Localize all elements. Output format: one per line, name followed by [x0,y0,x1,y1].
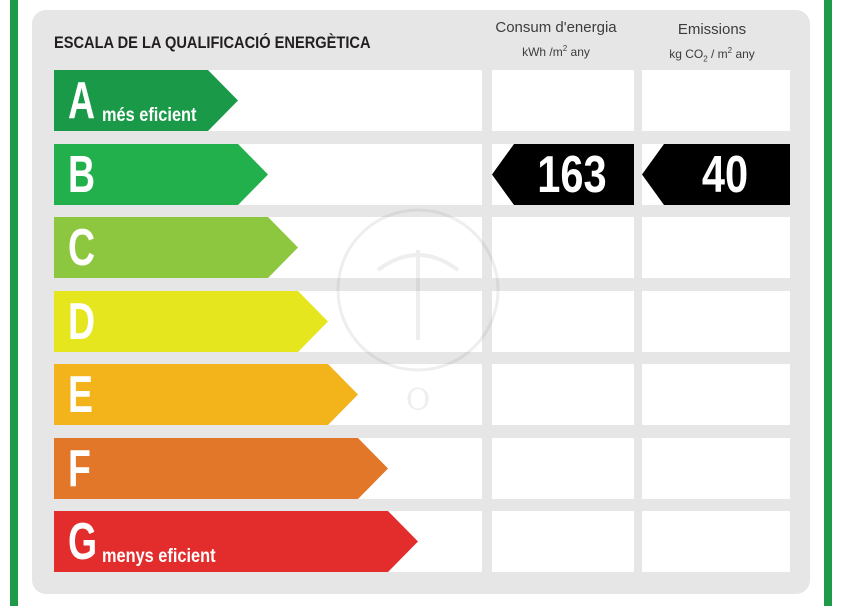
efficiency-caption: menys eficient [102,546,216,567]
emissions-value-cell [642,437,790,499]
energy-value-cell [492,290,634,352]
energy-column-unit: kWh /m2 any [522,44,590,59]
emissions-column-unit: kg CO2 / m2 any [669,46,755,64]
emissions-value-cell: 40 [642,143,790,205]
emissions-value-cell [642,364,790,425]
rating-letter: F [68,439,91,498]
rating-row-f: F [54,437,790,499]
rating-arrow-c: C [54,217,298,278]
rating-letter: G [68,513,98,571]
energy-value-cell [492,437,634,499]
rating-letter: B [68,145,96,204]
emissions-column-header: Emissions kg CO2 / m2 any [642,21,782,67]
rating-row-b: 163 40 B [54,143,790,205]
rating-arrow-e: E [54,364,358,425]
emissions-rating-marker: 40 [701,145,749,204]
emissions-value-cell [642,217,790,278]
rating-arrow-f: F [54,437,388,499]
emissions-rating-marker-shape [642,143,790,205]
scale-title: ESCALA DE LA QUALIFICACIÓ ENERGÈTICA [54,33,371,52]
energy-value-cell [492,511,634,572]
rating-letter: A [68,72,96,130]
rating-letter: C [68,219,96,277]
rating-letter: E [68,366,93,424]
rating-row-e: E [54,364,790,425]
energy-value-cell [492,70,634,131]
energy-rating-marker: 163 [537,145,607,204]
emissions-column-title: Emissions [677,21,747,38]
energy-column-header: Consum d'energia kWh /m2 any [492,19,620,60]
emissions-value-cell [642,70,790,131]
rating-row-d: D [54,290,790,352]
emissions-value-cell [642,511,790,572]
rating-arrow-b: B [54,143,268,205]
green-frame-left [10,0,18,606]
green-frame-right [824,0,832,606]
energy-rating-marker-shape [492,143,634,205]
emissions-value-cell [642,290,790,352]
rating-row-c: C [54,217,790,278]
energy-column-title: Consum d'energia [495,19,617,36]
rating-letter: D [68,292,96,351]
energy-value-cell [492,217,634,278]
rating-arrow-d: D [54,290,328,352]
efficiency-caption: més eficient [102,105,197,126]
energy-value-cell: 163 [492,143,634,205]
energy-value-cell [492,364,634,425]
